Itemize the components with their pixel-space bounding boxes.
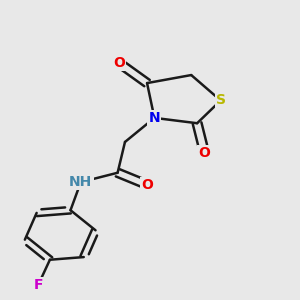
Text: S: S xyxy=(216,94,226,107)
Text: O: O xyxy=(113,56,125,70)
Text: N: N xyxy=(148,111,160,125)
Text: O: O xyxy=(199,146,210,160)
Text: NH: NH xyxy=(69,175,92,189)
Text: F: F xyxy=(33,278,43,292)
Text: O: O xyxy=(141,178,153,192)
